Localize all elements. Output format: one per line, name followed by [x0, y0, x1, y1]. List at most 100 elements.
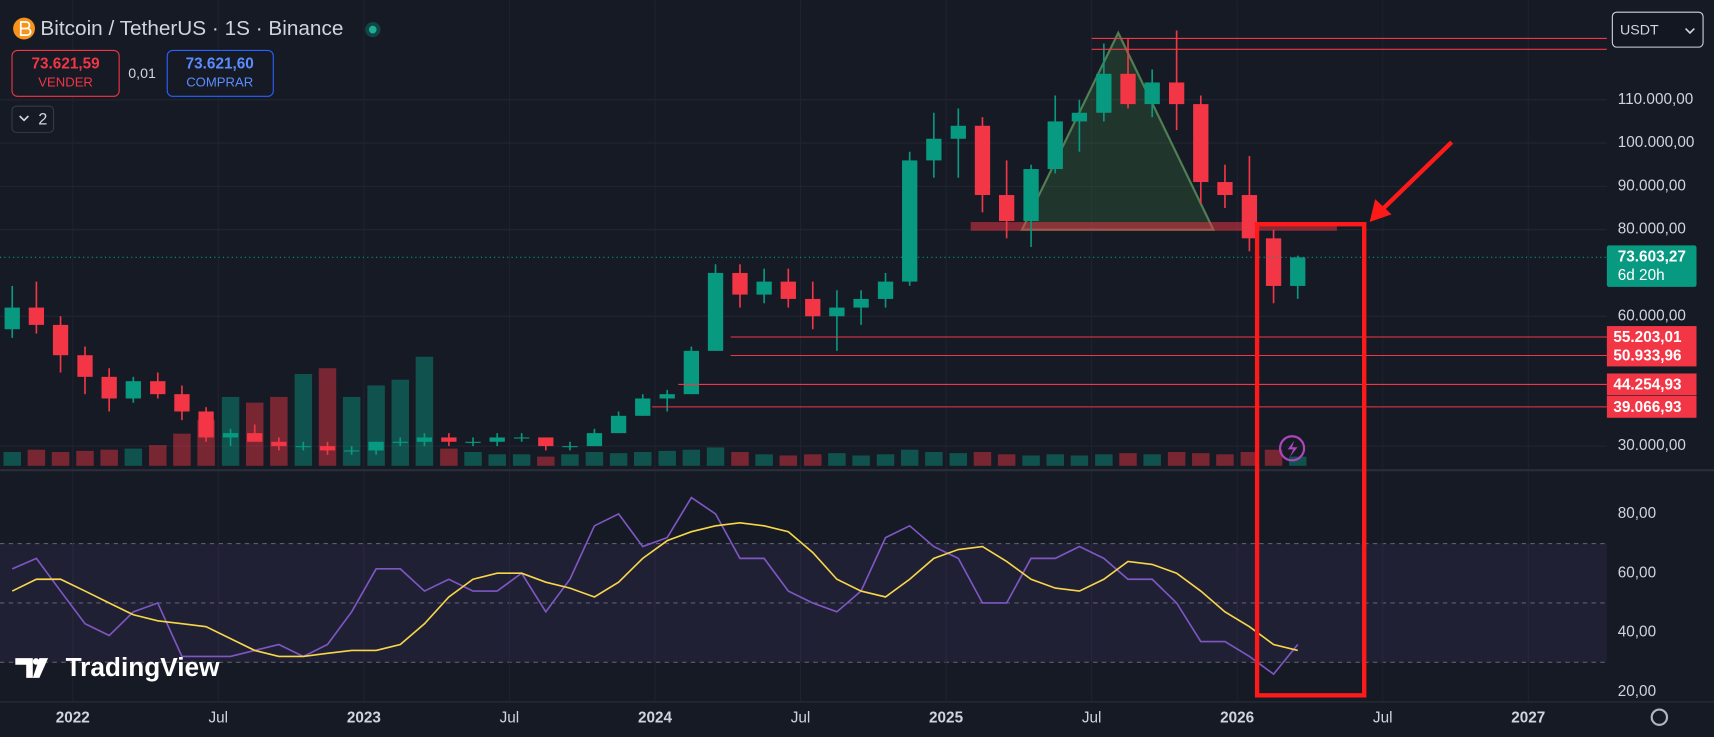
candle-body: [101, 376, 117, 399]
candle-body: [1217, 182, 1233, 196]
y-tick-label: 60,00: [1618, 564, 1656, 581]
candle-body: [343, 450, 360, 452]
candle-body: [416, 437, 433, 442]
y-tick-label: 100.000,00: [1618, 134, 1695, 151]
volume-bar: [149, 445, 167, 466]
volume-bar: [779, 455, 798, 466]
candle-body: [998, 195, 1015, 222]
candle-body: [1290, 257, 1306, 286]
x-tick-label: 2024: [638, 709, 673, 726]
volume-bar: [925, 452, 943, 466]
volume-bar: [318, 368, 337, 466]
candle-body: [198, 411, 214, 438]
y-tick-label: 30.000,00: [1618, 437, 1686, 454]
candle-body: [1120, 73, 1136, 105]
candle-body: [926, 138, 942, 161]
x-tick-label: 2025: [929, 709, 964, 726]
candle-body: [829, 307, 845, 317]
candle-body: [877, 281, 894, 299]
sell-price: 73.621,59: [32, 56, 100, 73]
volume-bar: [342, 396, 361, 466]
lightning-icon[interactable]: [1278, 435, 1306, 462]
y-tick-label: 80,00: [1618, 505, 1656, 522]
candle-body: [1023, 169, 1039, 222]
candle-body: [974, 125, 991, 196]
volume-bar: [440, 448, 458, 466]
candle-body: [295, 446, 311, 448]
status-dot: [368, 25, 377, 34]
sell-button[interactable]: 73.621,59 VENDER: [11, 49, 120, 97]
candle-body: [683, 350, 700, 395]
candle-body: [514, 437, 530, 439]
sell-label: VENDER: [38, 75, 93, 90]
candle-body: [805, 298, 821, 317]
candle-body: [732, 272, 748, 295]
level-label: 44.254,93: [1613, 377, 1681, 394]
candle-body: [659, 394, 675, 399]
candle-body: [150, 381, 166, 395]
level-label: 55.203,01: [1613, 329, 1682, 346]
volume-bar: [561, 454, 579, 466]
rsi-line: [11, 496, 1299, 676]
volume-bar: [1167, 452, 1186, 466]
volume-bar: [828, 453, 846, 466]
x-tick-label: 2027: [1511, 709, 1545, 726]
candle-body: [780, 281, 796, 299]
volume-bar: [76, 450, 94, 466]
candle-body: [1193, 104, 1209, 183]
x-tick-label: 2023: [347, 709, 381, 726]
arrow: [1379, 140, 1454, 213]
candle-body: [222, 433, 239, 438]
currency-dropdown[interactable]: USDT: [1611, 11, 1704, 48]
x-tick-label: 2022: [56, 709, 90, 726]
volume-bar: [1192, 453, 1210, 466]
volume-bar: [173, 433, 191, 466]
spread: 0,01: [128, 66, 156, 82]
candle-body: [635, 398, 651, 416]
candle-body: [368, 441, 384, 451]
settings-icon[interactable]: [1650, 708, 1669, 726]
volume-bar: [3, 452, 21, 466]
buy-price: 73.621,60: [186, 56, 254, 73]
buy-box: [166, 49, 274, 97]
buy-button[interactable]: 73.621,60 COMPRAR: [166, 49, 274, 97]
volume-bar: [391, 379, 410, 466]
volume-bar: [1022, 455, 1040, 466]
level-label: 39.066,93: [1613, 399, 1681, 416]
volume-bar: [51, 452, 70, 466]
countdown: 6d 20h: [1618, 267, 1665, 284]
candle-body: [562, 446, 578, 448]
volume-bar: [876, 454, 895, 466]
volume-bar: [682, 449, 701, 466]
x-tick-label: Jul: [500, 709, 520, 726]
logo-dot: [32, 658, 40, 665]
volume-bar: [270, 396, 288, 466]
level-label-box: [1606, 344, 1697, 367]
x-tick-label: Jul: [209, 709, 229, 726]
volume-bar: [973, 452, 992, 466]
candle-body: [465, 441, 481, 443]
highlight-box: [1254, 222, 1367, 698]
candle-body: [4, 307, 20, 330]
candle-body: [1168, 82, 1185, 105]
arrow-head: [1369, 199, 1392, 223]
buy-label: COMPRAR: [186, 75, 253, 90]
candle-body: [392, 441, 408, 443]
volume-bar: [124, 448, 143, 466]
y-tick-label: 110.000,00: [1618, 91, 1693, 108]
x-tick-label: Jul: [1082, 709, 1102, 726]
candle-body: [1096, 73, 1112, 113]
volume-bar: [658, 450, 676, 466]
volume-bar: [1216, 454, 1234, 466]
rsi-line: [11, 522, 1298, 658]
candle-body: [52, 324, 69, 356]
candle-body: [319, 446, 336, 451]
chevron: [1684, 27, 1695, 35]
indicators-toggle[interactable]: 2: [11, 105, 55, 133]
logo-text: TradingView: [66, 652, 221, 682]
indicators-count: 2: [38, 111, 47, 129]
level-label-box: [1606, 395, 1697, 418]
chevron: [19, 115, 30, 122]
volume-bar: [294, 373, 313, 466]
